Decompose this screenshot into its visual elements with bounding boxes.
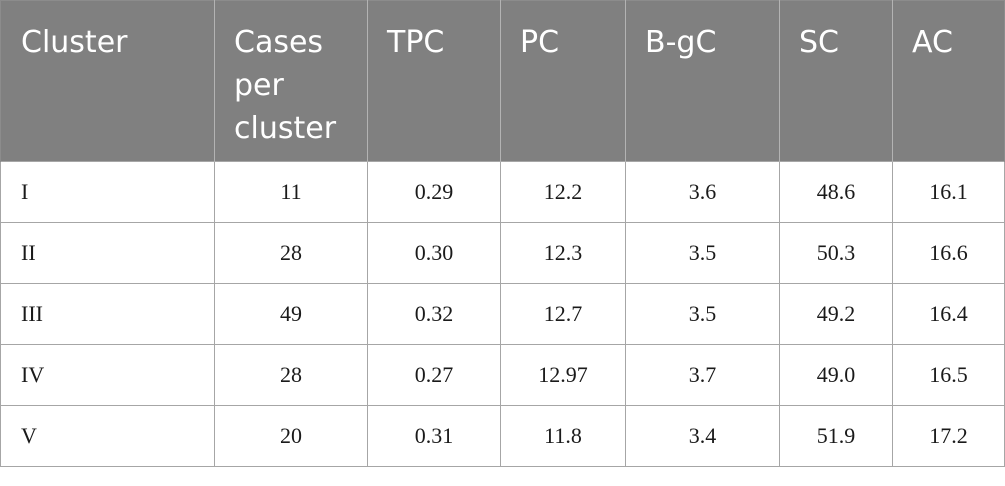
table-header: Cluster Cases per cluster TPC PC B-gC SC… xyxy=(0,0,1005,162)
table-row: IV 28 0.27 12.97 3.7 49.0 16.5 xyxy=(0,344,1005,406)
cell-cases: 11 xyxy=(214,161,368,223)
cell-cases: 49 xyxy=(214,283,368,345)
header-row: Cluster Cases per cluster TPC PC B-gC SC… xyxy=(0,0,1005,162)
cell-bgc: 3.6 xyxy=(625,161,780,223)
cell-ac: 16.4 xyxy=(892,283,1005,345)
cluster-table: Cluster Cases per cluster TPC PC B-gC SC… xyxy=(0,0,1005,467)
cell-ac: 16.1 xyxy=(892,161,1005,223)
column-header-cases-per-cluster: Cases per cluster xyxy=(214,0,368,162)
cell-ac: 16.6 xyxy=(892,222,1005,284)
cell-ac: 16.5 xyxy=(892,344,1005,406)
cell-tpc: 0.30 xyxy=(367,222,501,284)
cell-pc: 12.2 xyxy=(500,161,626,223)
cell-bgc: 3.7 xyxy=(625,344,780,406)
cell-sc: 49.2 xyxy=(779,283,893,345)
cell-sc: 49.0 xyxy=(779,344,893,406)
table-row: II 28 0.30 12.3 3.5 50.3 16.6 xyxy=(0,222,1005,284)
table-row: I 11 0.29 12.2 3.6 48.6 16.1 xyxy=(0,161,1005,223)
cell-bgc: 3.4 xyxy=(625,405,780,467)
cell-bgc: 3.5 xyxy=(625,222,780,284)
column-header-sc: SC xyxy=(779,0,893,162)
cell-tpc: 0.27 xyxy=(367,344,501,406)
cell-sc: 48.6 xyxy=(779,161,893,223)
cell-cluster: IV xyxy=(0,344,215,406)
cell-tpc: 0.32 xyxy=(367,283,501,345)
table-row: V 20 0.31 11.8 3.4 51.9 17.2 xyxy=(0,405,1005,467)
cell-cluster: V xyxy=(0,405,215,467)
cell-pc: 12.7 xyxy=(500,283,626,345)
cell-cluster: I xyxy=(0,161,215,223)
table-row: III 49 0.32 12.7 3.5 49.2 16.4 xyxy=(0,283,1005,345)
column-header-tpc: TPC xyxy=(367,0,501,162)
cell-bgc: 3.5 xyxy=(625,283,780,345)
cell-cluster: III xyxy=(0,283,215,345)
cell-pc: 12.97 xyxy=(500,344,626,406)
column-header-pc: PC xyxy=(500,0,626,162)
cell-ac: 17.2 xyxy=(892,405,1005,467)
cell-sc: 50.3 xyxy=(779,222,893,284)
cell-tpc: 0.29 xyxy=(367,161,501,223)
column-header-bgc: B-gC xyxy=(625,0,780,162)
column-header-ac: AC xyxy=(892,0,1005,162)
cell-cases: 28 xyxy=(214,222,368,284)
cell-pc: 12.3 xyxy=(500,222,626,284)
cell-cases: 28 xyxy=(214,344,368,406)
cell-tpc: 0.31 xyxy=(367,405,501,467)
cell-sc: 51.9 xyxy=(779,405,893,467)
table-body: I 11 0.29 12.2 3.6 48.6 16.1 II 28 0.30 … xyxy=(0,161,1005,467)
cell-cluster: II xyxy=(0,222,215,284)
cell-pc: 11.8 xyxy=(500,405,626,467)
column-header-cluster: Cluster xyxy=(0,0,215,162)
cell-cases: 20 xyxy=(214,405,368,467)
